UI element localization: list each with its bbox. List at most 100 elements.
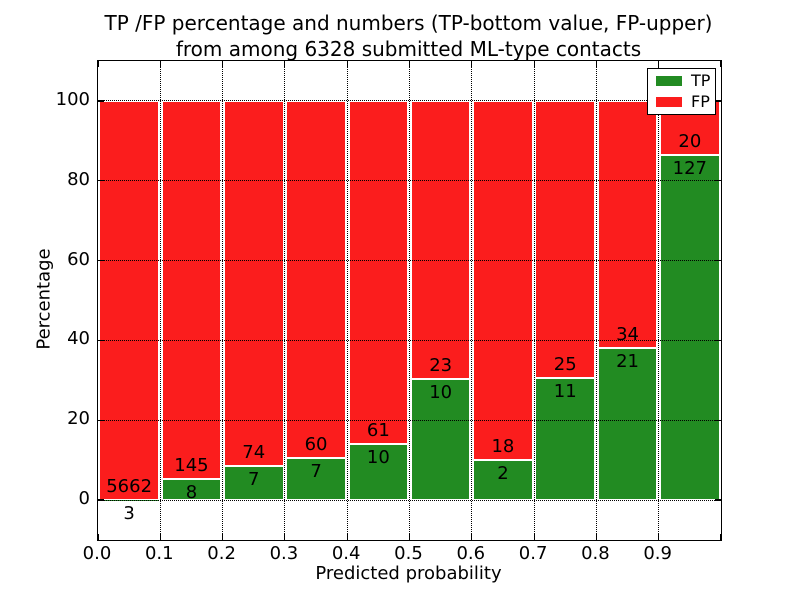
- fp-count-label: 74: [242, 441, 266, 463]
- tp-count-label: 10: [366, 446, 390, 468]
- fp-count-label: 25: [553, 354, 577, 376]
- tp-count-label: 2: [497, 463, 509, 485]
- x-tick-mark: [159, 61, 161, 67]
- x-tick-mark: [595, 534, 597, 540]
- y-tick-mark: [98, 259, 104, 262]
- x-tick-mark: [346, 534, 348, 540]
- bar-fp-segment: [286, 100, 346, 459]
- x-tick-label: 0.0: [82, 543, 112, 564]
- x-tick-mark: [222, 61, 224, 67]
- bar-fp-segment: [348, 100, 409, 444]
- y-tick-mark: [715, 419, 721, 421]
- x-tick-label: 0.5: [394, 543, 423, 564]
- bar-tp-segment: [535, 378, 596, 501]
- x-tick-label: 0.1: [144, 543, 174, 564]
- x-tick-mark: [533, 61, 535, 67]
- fp-count-label: 20: [678, 131, 702, 153]
- x-tick-label: 0.7: [518, 543, 548, 564]
- bar-fp-segment: [410, 100, 471, 380]
- x-tick-mark: [471, 61, 473, 67]
- y-tick-mark: [98, 100, 104, 102]
- x-tick-mark: [471, 534, 473, 540]
- bar-fp-segment: [473, 100, 533, 461]
- x-tick-mark: [595, 61, 597, 67]
- x-tick-mark: [533, 534, 535, 540]
- tp-count-label: 10: [429, 382, 453, 404]
- fp-count-label: 145: [174, 455, 209, 477]
- tp-count-label: 127: [672, 158, 708, 180]
- x-tick-label: 0.8: [581, 543, 610, 564]
- y-tick-mark: [715, 100, 721, 102]
- plot-area: TP FP 5662 3 145 8 74 7 60 7 61 10 23 10 18 2 25 11 34 21…: [97, 60, 722, 541]
- legend-entry-fp: FP: [648, 91, 715, 111]
- fp-count-label: 61: [366, 419, 390, 441]
- bar-fp-segment: [161, 100, 222, 480]
- bar-tp-segment: [410, 379, 471, 501]
- y-tick-mark: [715, 180, 721, 182]
- v-gridline: [159, 61, 161, 540]
- y-tick-mark: [98, 339, 104, 341]
- x-tick-label: 0.3: [269, 543, 299, 564]
- tp-count-label: 7: [248, 468, 260, 490]
- y-tick-label: 100: [55, 88, 90, 110]
- bar-tp-segment: [473, 460, 533, 501]
- bar-fp-segment: [99, 100, 159, 500]
- bar-fp-segment: [535, 100, 596, 379]
- y-tick-label: 60: [67, 248, 90, 270]
- legend-entry-tp: TP: [648, 73, 715, 89]
- x-tick-mark: [284, 534, 286, 540]
- bar-tp-segment: [348, 443, 409, 501]
- fp-count-label: 34: [616, 323, 639, 345]
- bar-fp-segment: [597, 100, 658, 348]
- legend-tp-swatch: [656, 76, 682, 87]
- v-gridline: [346, 61, 348, 540]
- v-gridline: [595, 61, 597, 540]
- bar-tp-segment: [660, 155, 720, 501]
- fp-count-label: 5662: [106, 475, 153, 497]
- x-tick-mark: [284, 61, 286, 67]
- y-tick-label: 40: [67, 328, 90, 350]
- x-tick-mark: [346, 61, 348, 67]
- x-tick-mark: [658, 61, 660, 67]
- v-gridline: [222, 61, 224, 540]
- bar-tp-segment: [286, 458, 346, 501]
- fp-count-label: 18: [491, 436, 515, 458]
- chart-title: TP /FP percentage and numbers (TP-bottom…: [97, 10, 720, 62]
- x-tick-mark: [97, 61, 99, 67]
- tp-count-label: 11: [553, 381, 577, 403]
- y-tick-mark: [98, 180, 104, 182]
- y-tick-mark: [715, 339, 721, 341]
- y-tick-label: 0: [78, 488, 90, 510]
- x-tick-label: 0.4: [331, 543, 361, 564]
- x-tick-label: 0.6: [456, 543, 486, 564]
- v-gridline: [533, 61, 535, 540]
- x-axis-label: Predicted probability: [315, 563, 502, 584]
- x-tick-label: 0.2: [207, 543, 236, 564]
- y-tick-label: 80: [67, 168, 90, 190]
- bar-tp-segment: [223, 465, 284, 501]
- legend: TP FP: [647, 68, 716, 115]
- legend-fp-swatch: [656, 96, 682, 107]
- legend-fp-label: FP: [691, 91, 710, 111]
- bar-fp-segment: [223, 100, 284, 466]
- x-tick-label: 0.9: [643, 543, 672, 564]
- x-tick-mark: [408, 534, 411, 540]
- chart-title-line2: from among 6328 submitted ML-type contac…: [175, 37, 642, 61]
- fp-count-label: 23: [429, 355, 453, 377]
- tp-count-label: 8: [185, 482, 198, 504]
- v-gridline: [658, 61, 660, 540]
- v-gridline: [284, 61, 286, 540]
- chart-title-line1: TP /FP percentage and numbers (TP-bottom…: [104, 11, 713, 35]
- x-tick-mark: [720, 534, 722, 540]
- fp-count-label: 60: [304, 434, 328, 456]
- tp-count-label: 7: [310, 461, 322, 483]
- x-tick-mark: [222, 534, 224, 540]
- y-tick-mark: [98, 499, 104, 501]
- legend-tp-label: TP: [691, 71, 711, 91]
- x-tick-mark: [658, 534, 660, 540]
- x-tick-mark: [159, 534, 161, 540]
- y-tick-mark: [715, 499, 721, 501]
- v-gridline: [409, 61, 410, 540]
- y-tick-label: 20: [67, 408, 90, 430]
